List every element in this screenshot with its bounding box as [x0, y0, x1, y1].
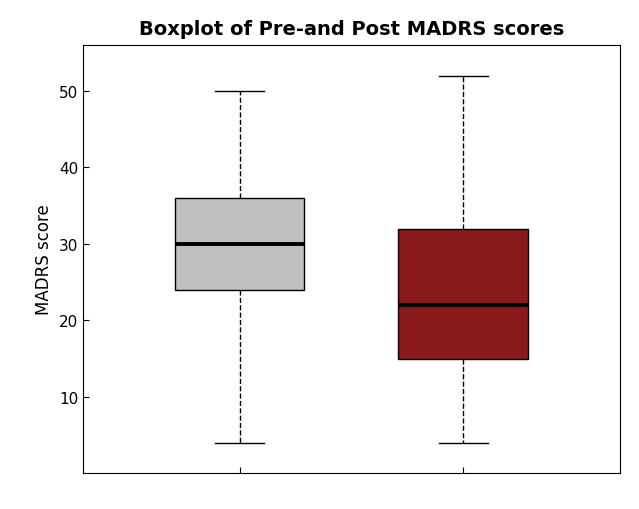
- Title: Boxplot of Pre-and Post MADRS scores: Boxplot of Pre-and Post MADRS scores: [139, 20, 564, 39]
- Bar: [174, 199, 304, 290]
- Y-axis label: MADRS score: MADRS score: [35, 204, 53, 315]
- Bar: [398, 229, 528, 359]
